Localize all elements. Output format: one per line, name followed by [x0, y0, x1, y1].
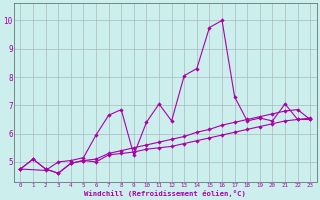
X-axis label: Windchill (Refroidissement éolien,°C): Windchill (Refroidissement éolien,°C): [84, 190, 246, 197]
